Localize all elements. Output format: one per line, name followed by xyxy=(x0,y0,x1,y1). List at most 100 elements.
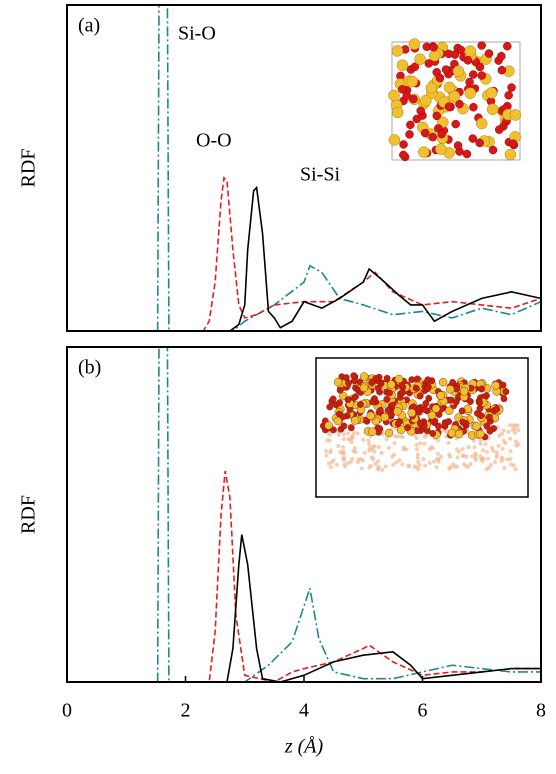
atom xyxy=(329,395,337,403)
atom-sub xyxy=(470,454,475,459)
atom-sub xyxy=(350,433,355,438)
atom xyxy=(347,424,355,432)
atom-sub xyxy=(448,465,453,470)
atom xyxy=(357,401,364,408)
atom-sub xyxy=(350,456,355,461)
atom xyxy=(486,427,494,435)
atom-sub xyxy=(384,437,389,442)
atom xyxy=(504,91,513,100)
atom-sub xyxy=(483,441,488,446)
atom xyxy=(405,130,414,139)
atom xyxy=(459,418,467,426)
atom xyxy=(474,409,481,417)
atom-sub xyxy=(448,454,453,459)
atom xyxy=(420,94,432,107)
atom xyxy=(455,99,464,109)
atom xyxy=(469,102,478,112)
atom-sub xyxy=(386,445,391,450)
atom xyxy=(422,400,430,407)
atom-sub xyxy=(435,451,440,456)
atom xyxy=(424,385,431,393)
atom xyxy=(350,416,360,425)
atom xyxy=(388,89,400,102)
atom-sub xyxy=(485,456,490,461)
x-tick-label: 8 xyxy=(536,700,546,722)
atom xyxy=(435,422,442,430)
atom-sub xyxy=(355,460,360,465)
atom xyxy=(333,377,343,387)
atom-sub xyxy=(359,466,364,471)
atom-sub xyxy=(473,457,478,462)
atom-sub xyxy=(395,434,400,439)
atom xyxy=(432,111,442,121)
atom xyxy=(387,380,396,389)
atom-sub xyxy=(427,460,432,465)
rdf-line xyxy=(67,534,541,682)
atom-sub xyxy=(466,445,471,450)
atom xyxy=(360,372,369,381)
atom-sub xyxy=(414,436,419,441)
atom xyxy=(326,403,334,411)
atom-sub xyxy=(422,434,427,439)
plot-area xyxy=(67,5,541,331)
atom-sub xyxy=(334,462,339,467)
atom xyxy=(412,384,420,392)
atom xyxy=(350,372,358,380)
atom-sub xyxy=(353,449,358,454)
atom xyxy=(449,378,457,386)
panel-frame xyxy=(66,4,542,332)
atom xyxy=(483,422,491,430)
rdf-line xyxy=(67,5,541,331)
atom xyxy=(406,75,418,88)
atom xyxy=(359,383,369,392)
atom-sub xyxy=(436,459,441,464)
atom-sub xyxy=(454,464,459,469)
atom xyxy=(475,138,484,148)
atom-sub xyxy=(368,463,373,468)
atom-sub xyxy=(371,456,376,461)
atom xyxy=(443,81,456,94)
atom-sub xyxy=(416,459,421,464)
atom xyxy=(424,376,432,384)
atom-sub xyxy=(414,447,419,452)
atom-sub xyxy=(400,462,405,467)
atom xyxy=(384,407,392,414)
atom xyxy=(431,404,441,413)
series-label: Si-O xyxy=(178,23,216,45)
atom-sub xyxy=(488,463,493,468)
atom xyxy=(340,422,348,430)
atom-sub xyxy=(346,436,351,441)
atom-sub xyxy=(500,446,505,451)
atom-sub xyxy=(506,429,511,434)
atom xyxy=(444,102,454,111)
atom xyxy=(494,125,504,134)
atom xyxy=(394,420,402,428)
atom-sub xyxy=(422,441,427,446)
atom xyxy=(409,94,418,104)
atom-sub xyxy=(336,432,341,437)
atom-sub xyxy=(400,435,405,440)
x-tick-label: 6 xyxy=(418,700,428,722)
atom-sub xyxy=(514,443,519,448)
atom-sub xyxy=(480,448,485,453)
atom xyxy=(368,379,376,386)
atom xyxy=(508,139,518,148)
atom-sub xyxy=(500,431,505,436)
atom-sub xyxy=(341,437,346,442)
atom-sub xyxy=(352,445,357,450)
atom xyxy=(499,381,507,389)
atom xyxy=(468,134,478,143)
atom xyxy=(374,384,382,392)
atom-sub xyxy=(471,438,476,443)
atom-sub xyxy=(366,438,371,443)
atom xyxy=(502,388,510,396)
atom-sub xyxy=(508,457,513,462)
atom xyxy=(475,62,485,72)
atom-sub xyxy=(367,442,372,447)
atom xyxy=(435,143,447,155)
atom-sub xyxy=(460,447,465,452)
atom xyxy=(451,119,460,129)
atom xyxy=(407,408,416,418)
atom xyxy=(333,416,343,426)
atom-sub xyxy=(443,429,448,434)
